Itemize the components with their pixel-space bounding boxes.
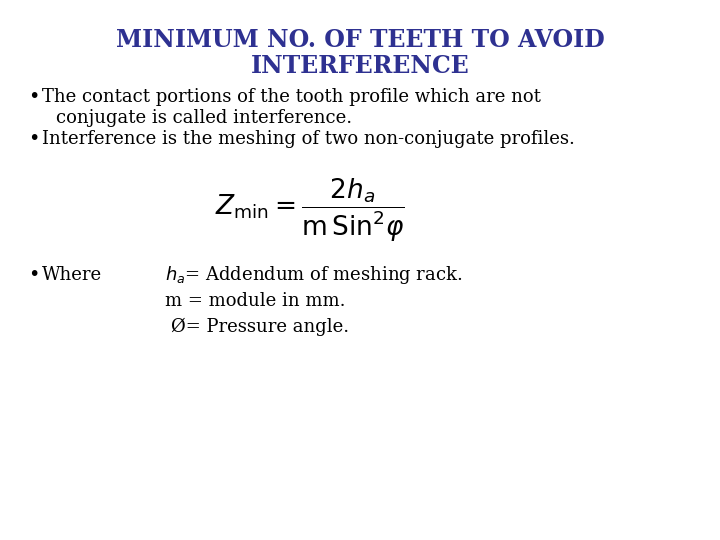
Text: m = module in mm.: m = module in mm. [165,292,346,310]
Text: $h_a$= Addendum of meshing rack.: $h_a$= Addendum of meshing rack. [165,264,462,286]
Text: Interference is the meshing of two non-conjugate profiles.: Interference is the meshing of two non-c… [42,130,575,148]
Text: MINIMUM NO. OF TEETH TO AVOID: MINIMUM NO. OF TEETH TO AVOID [116,28,604,52]
Text: $Z_{\mathrm{min}} = \dfrac{2h_a}{\mathrm{m\,Sin}^2\varphi}$: $Z_{\mathrm{min}} = \dfrac{2h_a}{\mathrm… [215,177,405,244]
Text: INTERFERENCE: INTERFERENCE [251,54,469,78]
Text: •: • [28,130,40,148]
Text: •: • [28,266,40,285]
Text: conjugate is called interference.: conjugate is called interference. [56,109,352,127]
Text: The contact portions of the tooth profile which are not: The contact portions of the tooth profil… [42,88,541,106]
Text: Ø= Pressure angle.: Ø= Pressure angle. [171,318,349,336]
Text: •: • [28,87,40,106]
Text: Where: Where [42,266,102,284]
